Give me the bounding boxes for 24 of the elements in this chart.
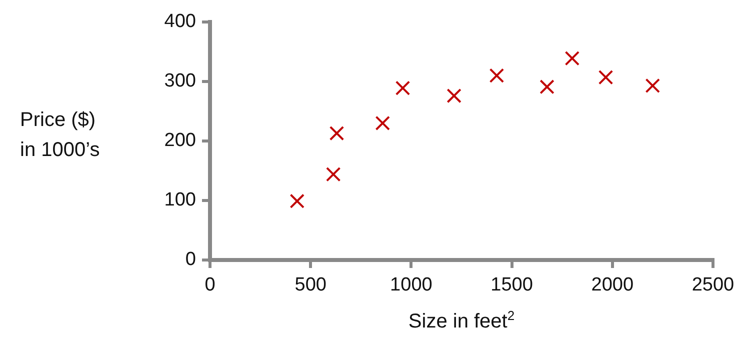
y-axis-title: Price ($) in 1000’s	[20, 108, 100, 163]
point	[540, 79, 554, 94]
point	[564, 50, 580, 66]
x-tick-label: 1000	[390, 274, 432, 296]
x-axis-title: Size in feet$^{2}$	[407, 308, 516, 334]
x-tick-label: 500	[294, 274, 326, 296]
y-tick-label: 200	[164, 130, 196, 152]
point	[329, 126, 344, 141]
point	[645, 78, 660, 94]
x-tick-label: 0	[204, 274, 216, 296]
point	[489, 68, 504, 83]
y-tick-label: 400	[164, 11, 196, 32]
y-tick-label: 0	[185, 249, 196, 270]
x-tick-label: 2000	[591, 274, 634, 296]
y-tick-label: 100	[164, 190, 196, 211]
x-tick-label: 2500	[692, 274, 734, 296]
point	[326, 166, 341, 182]
x-tick-label: 1500	[490, 274, 533, 296]
point	[446, 88, 462, 104]
y-tick-label: 300	[164, 70, 196, 92]
point	[598, 70, 614, 85]
point	[375, 116, 390, 131]
point	[395, 80, 410, 96]
point	[290, 194, 304, 208]
